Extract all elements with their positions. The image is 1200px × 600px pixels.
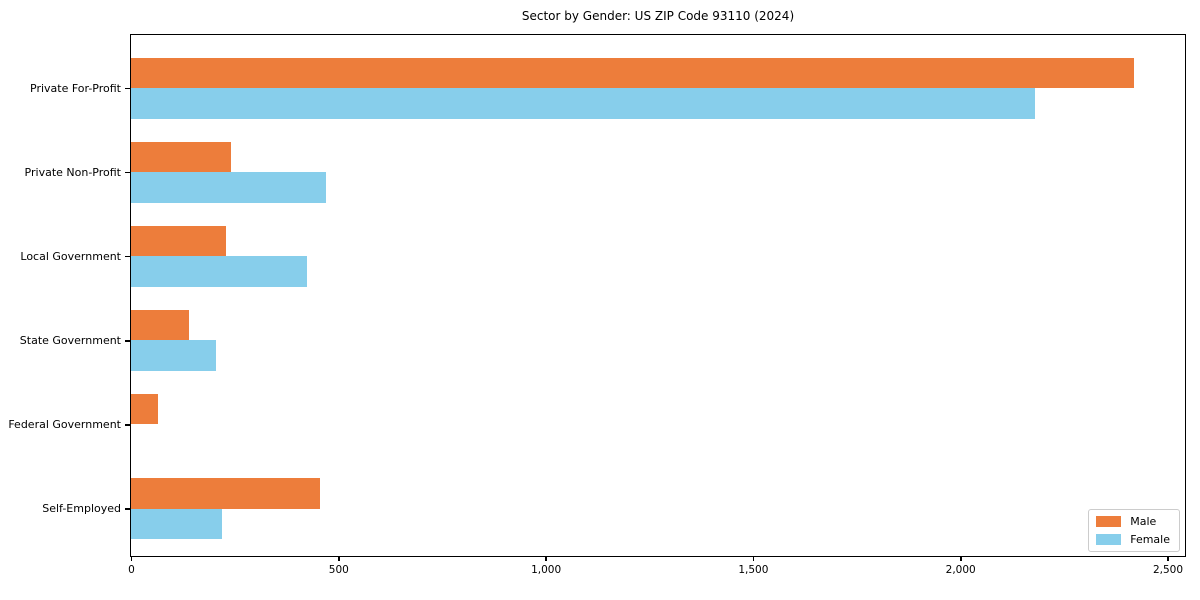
y-tick-mark [125,424,130,426]
x-tick-label-1000: 1,000 [531,564,562,576]
bar-female-self-employed [131,508,223,539]
y-tick-label-private-for-profit: Private For-Profit [30,81,121,95]
y-tick-mark [125,340,130,342]
x-tick-mark [752,556,755,561]
y-tick-label-federal-government: Federal Government [8,417,121,431]
x-tick-label-2500: 2,500 [1152,564,1184,576]
y-tick-mark [125,508,130,510]
x-tick-mark [1167,556,1169,561]
legend: Male Female [1088,509,1180,552]
y-tick-label-self-employed: Self-Employed [42,502,121,515]
x-tick-mark [130,556,133,561]
bar-male-federal-government [131,393,158,425]
legend-swatch-male [1096,516,1122,527]
y-tick-mark [125,171,130,174]
y-tick-label-private-non-profit: Private Non-Profit [24,165,121,179]
bar-male-private-non-profit [131,141,231,173]
x-tick-mark [338,556,340,561]
y-tick-mark [125,255,130,258]
bar-female-state-government [131,340,216,371]
legend-label-female: Female [1130,533,1170,546]
chart-title: Sector by Gender: US ZIP Code 93110 (202… [521,9,795,23]
x-tick-mark [545,556,547,561]
x-tick-label-1500: 1,500 [738,564,769,576]
y-tick-label-state-government: State Government [19,333,121,347]
legend-item-male: Male [1096,515,1170,528]
x-tick-mark [960,556,962,561]
bar-female-local-government [131,256,308,287]
bar-male-self-employed [131,478,320,509]
y-tick-mark [125,87,130,90]
legend-item-female: Female [1096,533,1170,546]
x-tick-label-500: 500 [328,564,349,576]
bar-male-local-government [131,225,227,257]
bar-male-state-government [131,309,189,341]
bar-female-private-for-profit [131,88,1035,119]
y-tick-label-local-government: Local Government [20,249,121,263]
legend-swatch-female [1096,534,1122,545]
plot-area: Male Female [130,34,1186,557]
bar-female-private-non-profit [131,172,326,203]
x-tick-label-2000: 2,000 [945,564,976,576]
bar-male-private-for-profit [131,57,1135,88]
x-tick-label-0: 0 [128,564,135,576]
legend-label-male: Male [1130,515,1157,528]
